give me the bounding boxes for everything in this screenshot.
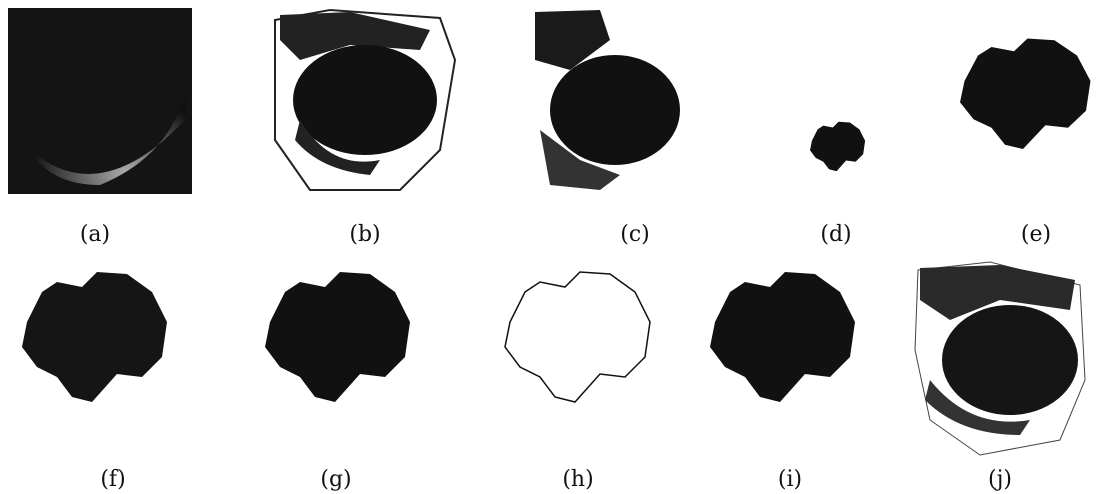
label: (a) (80, 222, 110, 247)
panel-a (8, 8, 192, 194)
panel-h (505, 272, 650, 402)
panel-e (960, 39, 1091, 150)
label: (i) (778, 467, 802, 492)
panel-i (710, 272, 855, 402)
label: (c) (620, 222, 650, 247)
label: (b) (349, 222, 380, 247)
figure: (a) (b) (c) (d) (e) (f) (g) (h) (i) (j) (0, 0, 1102, 494)
panel-j (915, 262, 1085, 455)
label: (d) (820, 222, 851, 247)
label: (j) (988, 467, 1012, 492)
panel-g (265, 272, 410, 402)
label: (e) (1021, 222, 1051, 247)
panel-c (535, 8, 690, 195)
label: (g) (320, 467, 351, 492)
panel-b (275, 10, 455, 190)
label: (f) (100, 467, 125, 492)
label: (h) (562, 467, 593, 492)
panel-d (810, 122, 865, 171)
panel-f (22, 272, 167, 402)
